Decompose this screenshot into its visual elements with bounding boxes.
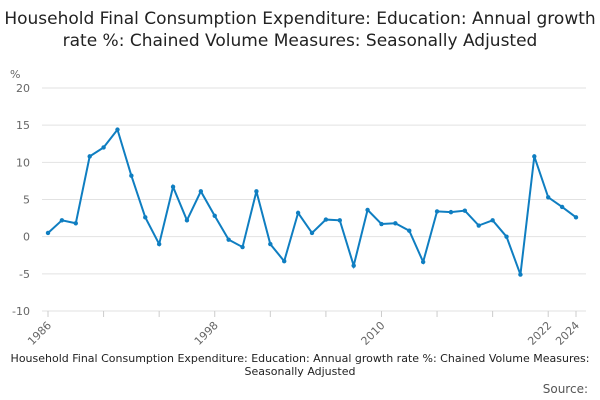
data-point — [532, 154, 537, 159]
data-point — [407, 228, 412, 233]
data-point — [282, 258, 287, 264]
data-point — [115, 127, 120, 132]
data-point — [73, 221, 78, 226]
chart-title: Household Final Consumption Expenditure:… — [4, 9, 596, 51]
data-point — [573, 215, 579, 220]
data-point — [504, 234, 509, 239]
data-point — [323, 217, 329, 222]
y-tick-label: 10 — [16, 156, 30, 169]
data-point — [240, 244, 245, 250]
x-tick-label: 2022 — [525, 319, 554, 348]
x-tick-label: 1986 — [25, 319, 54, 348]
data-point — [45, 230, 51, 236]
data-point — [101, 145, 106, 150]
data-point — [351, 263, 356, 268]
data-point — [309, 230, 315, 236]
y-axis-unit: % — [10, 68, 20, 81]
data-point — [434, 209, 440, 214]
data-point — [129, 173, 134, 178]
legend-label: Household Final Consumption Expenditure:… — [10, 352, 590, 378]
data-point — [379, 221, 384, 227]
x-tick-label: 2010 — [359, 319, 388, 348]
y-tick-label: 5 — [23, 194, 30, 207]
data-point — [87, 154, 92, 159]
y-tick-label: 15 — [16, 119, 30, 132]
data-point — [448, 209, 454, 215]
data-point — [337, 218, 342, 223]
data-point — [462, 208, 468, 213]
y-tick-label: 0 — [23, 231, 30, 244]
data-point — [420, 259, 426, 265]
data-point — [490, 218, 495, 223]
series-line — [47, 127, 577, 275]
data-point — [198, 189, 204, 194]
source-label: Source: — [542, 382, 588, 396]
data-point — [170, 184, 176, 190]
data-point — [226, 237, 231, 242]
data-point — [268, 241, 273, 247]
data-point — [365, 207, 370, 213]
data-point — [143, 215, 148, 220]
data-point — [184, 218, 190, 223]
data-point — [559, 204, 565, 210]
y-tick-label: -5 — [19, 268, 30, 281]
data-point — [393, 221, 398, 226]
data-point — [156, 241, 162, 247]
data-point — [212, 213, 217, 219]
data-point — [254, 189, 259, 194]
data-point — [59, 218, 65, 223]
y-tick-label: 20 — [16, 82, 30, 95]
data-point — [295, 210, 301, 216]
x-tick-label: 1998 — [192, 319, 221, 348]
x-tick-label: 2024 — [553, 319, 582, 348]
y-tick-label: -10 — [12, 305, 30, 318]
data-point — [546, 195, 551, 200]
data-point — [476, 223, 481, 228]
data-point — [518, 272, 523, 277]
